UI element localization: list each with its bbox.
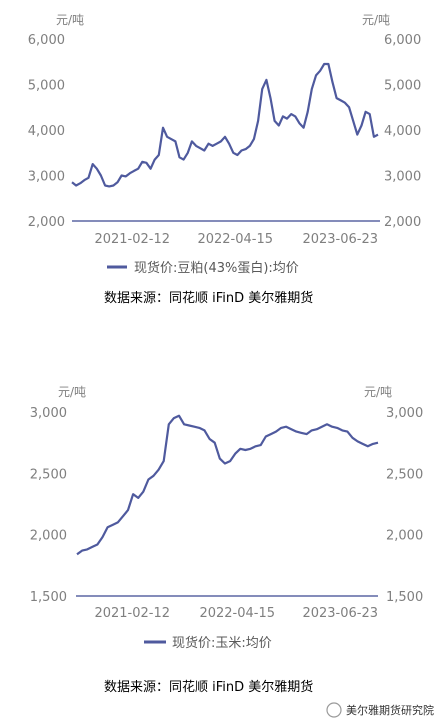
y-unit-left: 元/吨 bbox=[58, 385, 86, 399]
y-tick-left: 3,000 bbox=[30, 406, 67, 421]
series-line bbox=[71, 62, 379, 188]
y-tick-right: 4,000 bbox=[384, 124, 421, 139]
y-ticks: 6,000 6,000 5,000 5,000 4,000 4,000 3,000 3,000… bbox=[28, 33, 421, 230]
y-unit-left: 元/吨 bbox=[56, 13, 84, 27]
source-note: 数据来源：同花顺 iFinD 美尔雅期货 bbox=[104, 290, 313, 306]
y-tick-right: 2,000 bbox=[386, 529, 423, 544]
series-line bbox=[76, 414, 379, 556]
wechat-icon bbox=[326, 702, 342, 718]
y-tick-left: 2,000 bbox=[30, 529, 67, 544]
y-tick-right: 3,000 bbox=[384, 170, 421, 185]
y-tick-left: 5,000 bbox=[28, 79, 65, 94]
y-tick-right: 1,500 bbox=[386, 590, 423, 605]
y-tick-left: 2,000 bbox=[28, 215, 65, 230]
x-tick-label: 2022-04-15 bbox=[199, 606, 275, 621]
x-ticks: 2021-02-12 2022-04-15 2023-06-23 bbox=[94, 606, 378, 621]
x-tick-label: 2021-02-12 bbox=[94, 606, 170, 621]
y-tick-right: 6,000 bbox=[384, 33, 421, 48]
series-lines bbox=[76, 414, 379, 556]
y-tick-right: 2,500 bbox=[386, 467, 423, 482]
y-tick-left: 4,000 bbox=[28, 124, 65, 139]
x-tick-label: 2022-04-15 bbox=[197, 232, 273, 247]
y-tick-left: 3,000 bbox=[28, 170, 65, 185]
y-tick-right: 5,000 bbox=[384, 79, 421, 94]
chart-2: 元/吨 元/吨 3,000 3,000 2,500 2,500 2,000 2,000 1,… bbox=[30, 385, 423, 695]
x-tick-label: 2021-02-12 bbox=[94, 232, 170, 247]
x-tick-label: 2023-06-23 bbox=[302, 232, 378, 247]
y-unit-right: 元/吨 bbox=[362, 13, 390, 27]
y-ticks: 3,000 3,000 2,500 2,500 2,000 2,000 1,500 1,500 bbox=[30, 406, 423, 605]
y-tick-right: 2,000 bbox=[384, 215, 421, 230]
legend-label: 现货价:玉米:均价 bbox=[172, 635, 272, 651]
x-ticks: 2021-02-12 2022-04-15 2023-06-23 bbox=[94, 232, 378, 247]
series-lines bbox=[71, 62, 379, 188]
watermark: 美尔雅期货研究院 bbox=[326, 702, 434, 718]
x-tick-label: 2023-06-23 bbox=[302, 606, 378, 621]
y-tick-right: 3,000 bbox=[386, 406, 423, 421]
legend-label: 现货价:豆粕(43%蛋白):均价 bbox=[134, 260, 299, 276]
source-note: 数据来源：同花顺 iFinD 美尔雅期货 bbox=[104, 679, 313, 695]
y-tick-left: 6,000 bbox=[28, 33, 65, 48]
y-unit-right: 元/吨 bbox=[364, 385, 392, 399]
y-tick-left: 2,500 bbox=[30, 467, 67, 482]
y-tick-left: 1,500 bbox=[30, 590, 67, 605]
watermark-text: 美尔雅期货研究院 bbox=[346, 703, 434, 717]
chart-1: 元/吨 元/吨 6,000 6,000 5,000 5,000 4,000 4,000 3,… bbox=[28, 13, 421, 306]
